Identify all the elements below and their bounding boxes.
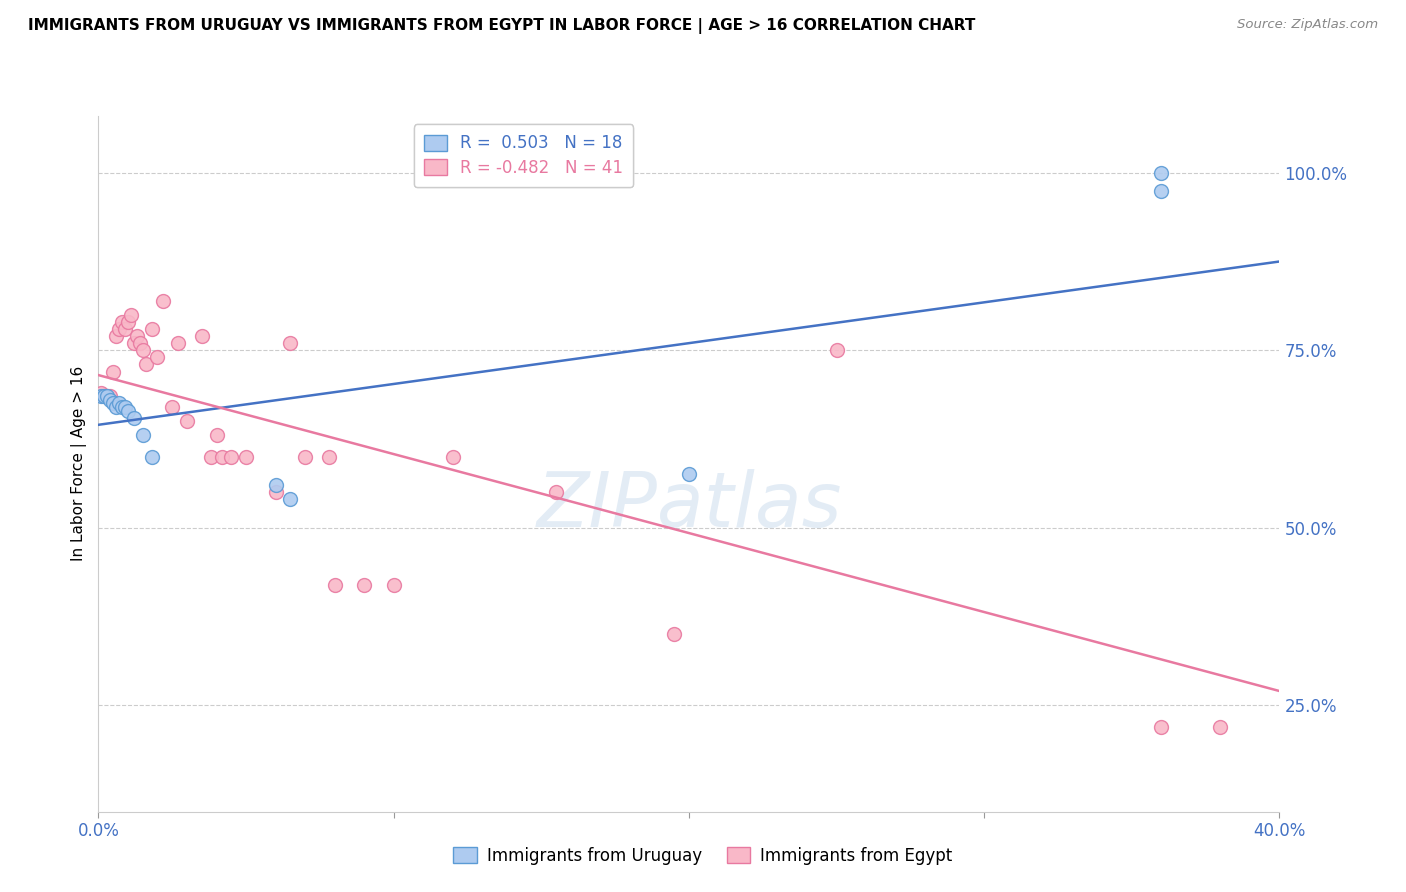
Point (211, 450, 233, 464)
Point (1209, 719, 1232, 733)
Y-axis label: In Labor Force | Age > 16: In Labor Force | Age > 16 (72, 367, 87, 561)
Point (664, 627, 686, 641)
Point (132, 428, 155, 442)
Point (111, 315, 134, 329)
Point (678, 467, 700, 482)
Point (278, 336, 302, 351)
Legend: Immigrants from Uruguay, Immigrants from Egypt: Immigrants from Uruguay, Immigrants from… (443, 837, 963, 875)
Point (122, 336, 145, 351)
Point (90, 385, 112, 400)
Point (132, 343, 155, 358)
Point (205, 428, 228, 442)
Point (318, 450, 340, 464)
Point (98, 389, 121, 403)
Point (114, 400, 136, 414)
Point (278, 492, 302, 507)
Point (162, 400, 183, 414)
Point (105, 400, 128, 414)
Point (152, 293, 174, 308)
Text: IMMIGRANTS FROM URUGUAY VS IMMIGRANTS FROM EGYPT IN LABOR FORCE | AGE > 16 CORRE: IMMIGRANTS FROM URUGUAY VS IMMIGRANTS FR… (28, 18, 976, 34)
Point (141, 450, 163, 464)
Point (117, 403, 139, 417)
Text: ZIPatlas: ZIPatlas (536, 468, 842, 542)
Point (235, 450, 257, 464)
Point (90, 389, 112, 403)
Point (825, 343, 848, 358)
Point (544, 485, 567, 500)
Point (125, 329, 148, 343)
Point (96, 389, 118, 403)
Point (135, 358, 157, 372)
Point (111, 400, 134, 414)
Text: Source: ZipAtlas.com: Source: ZipAtlas.com (1237, 18, 1378, 31)
Point (294, 450, 316, 464)
Point (200, 450, 222, 464)
Point (93, 389, 115, 403)
Point (219, 450, 242, 464)
Point (176, 414, 198, 428)
Point (117, 315, 139, 329)
Point (128, 336, 150, 351)
Legend: R =  0.503   N = 18, R = -0.482   N = 41: R = 0.503 N = 18, R = -0.482 N = 41 (413, 124, 634, 187)
Point (122, 410, 145, 425)
Point (167, 336, 190, 351)
Point (120, 308, 142, 322)
Point (93, 389, 115, 403)
Point (1150, 166, 1173, 180)
Point (98, 392, 121, 407)
Point (114, 322, 136, 336)
Point (103, 365, 125, 379)
Point (382, 577, 405, 591)
Point (441, 450, 464, 464)
Point (1150, 719, 1173, 733)
Point (108, 396, 131, 410)
Point (191, 329, 214, 343)
Point (264, 485, 287, 500)
Point (141, 322, 163, 336)
Point (1150, 184, 1173, 198)
Point (96, 389, 118, 403)
Point (353, 577, 375, 591)
Point (146, 351, 169, 365)
Point (264, 478, 287, 492)
Point (103, 396, 125, 410)
Point (108, 322, 131, 336)
Point (323, 577, 346, 591)
Point (105, 329, 128, 343)
